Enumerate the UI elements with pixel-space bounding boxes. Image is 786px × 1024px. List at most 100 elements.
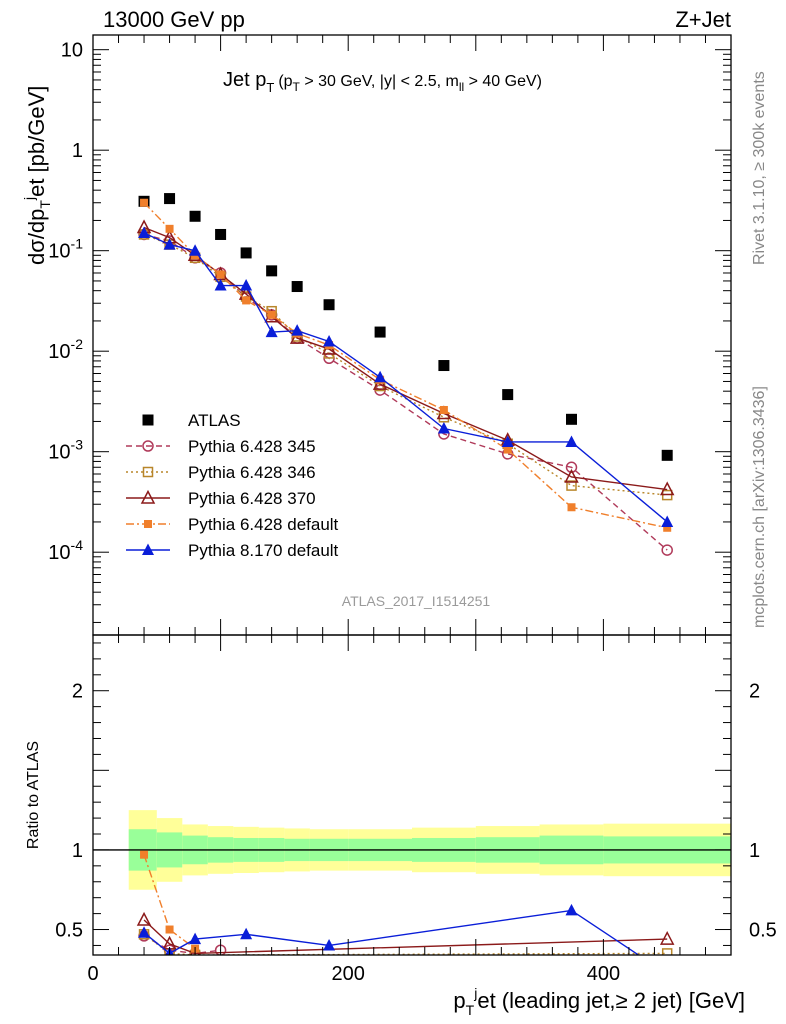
data-point bbox=[374, 326, 386, 338]
legend-label: Pythia 6.428 default bbox=[188, 515, 339, 534]
data-point bbox=[265, 325, 278, 338]
data-point bbox=[215, 228, 227, 240]
analysis-label: ATLAS_2017_I1514251 bbox=[342, 593, 491, 609]
legend-label: ATLAS bbox=[188, 411, 241, 430]
legend-entry: Pythia 8.170 default bbox=[126, 541, 339, 560]
xlabel-rest: et (leading jet,≥ 2 jet) [GeV] bbox=[477, 988, 745, 1013]
legend-label: Pythia 6.428 345 bbox=[188, 437, 316, 456]
data-point bbox=[661, 968, 673, 980]
main-ytick-label: 1 bbox=[72, 140, 83, 162]
ratio-series-line bbox=[143, 854, 196, 950]
ratio-ytick-label-right: 1 bbox=[749, 840, 760, 862]
title-cuts: > 30 GeV, |y| < 2.5, m bbox=[300, 73, 459, 90]
data-point bbox=[566, 413, 577, 425]
legend-entry: Pythia 6.428 370 bbox=[126, 489, 316, 508]
ratio-ytick-label-right: 2 bbox=[749, 681, 760, 703]
data-point bbox=[323, 334, 336, 347]
data-point bbox=[565, 903, 578, 916]
main-ytick-label: 10-1 bbox=[48, 236, 83, 263]
ytick-exp: -3 bbox=[71, 437, 84, 453]
data-point bbox=[267, 310, 276, 319]
data-point bbox=[142, 543, 154, 555]
ratio-series-line bbox=[143, 935, 221, 955]
data-point bbox=[438, 360, 450, 372]
data-point bbox=[323, 299, 335, 311]
ratio-panel: 0 200 400 0.5 0.5 1 1 2 2 Ratio to ATLAS pTjet (… bbox=[25, 634, 777, 1018]
series-5 bbox=[138, 226, 674, 527]
data-point bbox=[164, 193, 176, 205]
main-ytick-label: 10-3 bbox=[48, 437, 83, 464]
data-point bbox=[374, 370, 387, 383]
ratio-ytick-label-left: 0.5 bbox=[55, 920, 83, 942]
ytick-exp: -4 bbox=[71, 537, 84, 553]
data-point bbox=[323, 938, 336, 951]
main-title: Jet pT (pT > 30 GeV, |y| < 2.5, mll > 40 … bbox=[223, 69, 542, 95]
data-point bbox=[142, 414, 154, 426]
ratio-xtick-label: 400 bbox=[587, 963, 620, 985]
legend-entry: Pythia 6.428 346 bbox=[126, 463, 316, 482]
xlabel-sup-j: j bbox=[473, 985, 477, 1001]
data-point bbox=[661, 449, 673, 461]
data-point bbox=[216, 270, 225, 279]
data-point bbox=[140, 198, 149, 207]
ratio-ytick-label-left: 1 bbox=[72, 840, 83, 862]
ratio-ylabel: Ratio to ATLAS bbox=[25, 741, 42, 849]
data-point bbox=[189, 210, 201, 222]
main-ytick-label: 10 bbox=[61, 40, 83, 62]
ratio-ytick-label-right: 0.5 bbox=[749, 920, 777, 942]
data-point bbox=[661, 948, 673, 955]
data-point bbox=[142, 440, 154, 452]
data-point bbox=[661, 544, 673, 556]
data-point bbox=[565, 461, 578, 474]
data-point bbox=[291, 281, 303, 293]
legend-entry: Pythia 6.428 default bbox=[126, 515, 339, 534]
data-point bbox=[291, 324, 304, 336]
ratio-plot-data bbox=[93, 810, 731, 980]
ratio-series-line bbox=[143, 919, 668, 955]
data-point bbox=[214, 279, 227, 291]
ylabel-part2: et [pb/GeV] bbox=[24, 86, 49, 197]
ratio-xtick-label: 200 bbox=[332, 963, 365, 985]
legend-label: Pythia 6.428 370 bbox=[188, 489, 316, 508]
header-right: Z+Jet bbox=[675, 7, 731, 32]
ylabel-part1: dσ/dp bbox=[24, 209, 49, 265]
data-point bbox=[240, 279, 253, 291]
ytick-base: 10 bbox=[48, 341, 70, 363]
ytick-base: 10 bbox=[48, 241, 70, 263]
xlabel-p: p bbox=[453, 988, 465, 1013]
main-ytick-label: 10-4 bbox=[48, 537, 83, 564]
title-mass: > 40 GeV) bbox=[464, 73, 542, 90]
ratio-series-2 bbox=[136, 911, 675, 955]
title-sub-t1: T bbox=[266, 80, 274, 95]
data-point bbox=[502, 389, 514, 401]
data-point bbox=[564, 468, 579, 483]
title-sub-ll: ll bbox=[459, 80, 464, 94]
data-point bbox=[138, 926, 151, 938]
ytick-exp: -2 bbox=[71, 336, 84, 352]
legend: ATLAS Pythia 6.428 345 Pythia 6.428 346 Pyt… bbox=[126, 411, 339, 560]
data-point bbox=[142, 466, 154, 478]
data-point bbox=[165, 925, 174, 934]
series-0 bbox=[138, 193, 673, 461]
data-point bbox=[240, 927, 253, 940]
ratio-ytick-label-left: 2 bbox=[72, 681, 83, 703]
xlabel-sub-t: T bbox=[466, 1002, 475, 1018]
ylabel-sup-j: j bbox=[21, 197, 37, 201]
data-point bbox=[144, 520, 152, 528]
legend-entry: Pythia 6.428 345 bbox=[126, 437, 316, 456]
legend-entry: ATLAS bbox=[142, 411, 241, 430]
ratio-frame bbox=[92, 634, 732, 956]
data-point bbox=[165, 224, 174, 233]
title-paren: (p bbox=[278, 73, 292, 90]
data-point bbox=[437, 422, 450, 434]
title-sub-t2: T bbox=[293, 80, 301, 94]
data-point bbox=[138, 226, 151, 238]
data-point bbox=[190, 945, 201, 955]
ytick-base: 10 bbox=[48, 542, 70, 564]
ratio-xlabel: pTjet (leading jet,≥ 2 jet) [GeV] bbox=[453, 985, 745, 1018]
data-point bbox=[240, 247, 252, 259]
data-point bbox=[140, 850, 149, 859]
